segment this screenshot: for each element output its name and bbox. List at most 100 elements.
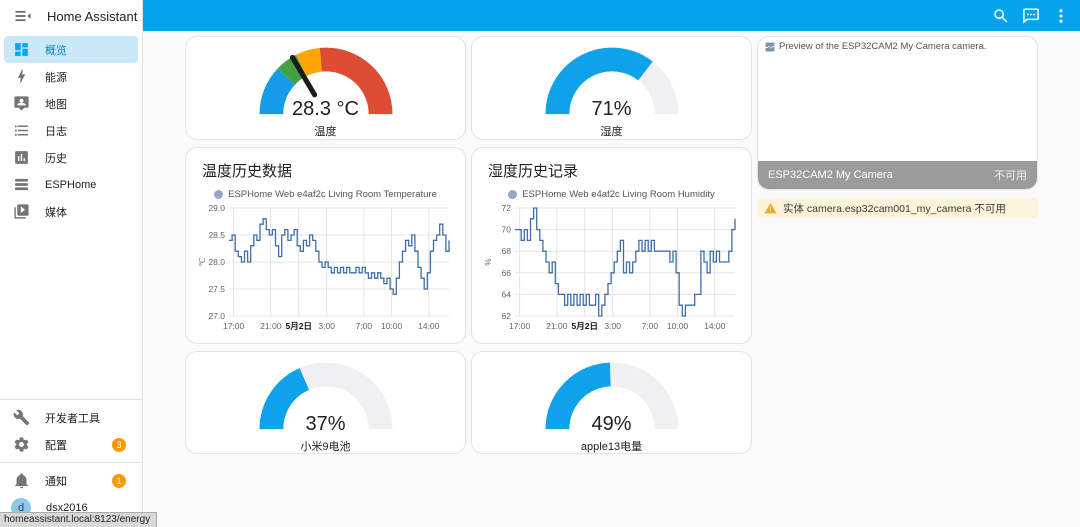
temperature-gauge [256, 44, 396, 117]
legend-marker [214, 190, 224, 199]
history-card-temperature[interactable]: 温度历史数据 ESPHome Web e4af2c Living Room Te… [185, 147, 466, 344]
svg-text:5月2日: 5月2日 [286, 321, 312, 331]
sidebar-item-developer-tools[interactable]: 开发者工具 [4, 404, 138, 431]
gauge-label: 温度 [314, 126, 337, 138]
card-title: 温度历史数据 [202, 163, 293, 180]
view-dashboard-icon [13, 41, 30, 58]
sidebar-item-esphome[interactable]: ESPHome [4, 171, 138, 198]
card-title: 湿度历史记录 [488, 163, 579, 180]
search-icon[interactable] [992, 7, 1010, 25]
lightning-bolt-icon [13, 68, 30, 85]
svg-text:27.0: 27.0 [208, 311, 225, 321]
chart-legend: ESPHome Web e4af2c Living Room Humidity [482, 189, 741, 200]
camera-footer: ESP32CAM2 My Camera 不可用 [758, 161, 1037, 189]
dashboard: 28.3 °C 温度 温度历史数据 ESPHome Web e4af2c Liv… [143, 31, 1080, 527]
humidity-history-chart: 17:00 21:00 5月2日 3:00 7:00 10:00 14:00 62 64 66 68… [482, 200, 742, 338]
sidebar-item-overview[interactable]: 概览 [4, 36, 138, 63]
svg-text:17:00: 17:00 [509, 321, 531, 331]
appbar [143, 0, 1080, 31]
gauge-card-mi9-battery[interactable]: 37% 小米9电池 [185, 351, 466, 454]
svg-text:10:00: 10:00 [667, 321, 689, 331]
chart-legend: ESPHome Web e4af2c Living Room Temperatu… [196, 189, 455, 200]
chat-icon[interactable] [1022, 7, 1040, 25]
camera-name: ESP32CAM2 My Camera [768, 169, 893, 181]
divider [0, 399, 142, 400]
hammer-icon [13, 409, 30, 426]
dashboard-column-2: 71% 湿度 湿度历史记录 ESPHome Web e4af2c Living … [471, 36, 752, 527]
svg-text:%: % [484, 258, 493, 265]
sidebar-item-config[interactable]: 配置 3 [4, 431, 138, 458]
svg-text:14:00: 14:00 [418, 321, 440, 331]
gauge-value: 49% [591, 413, 632, 435]
broken-image-icon [764, 41, 776, 53]
menu-toggle-icon[interactable] [13, 6, 33, 26]
sidebar-item-notifications[interactable]: 通知 1 [4, 467, 138, 494]
svg-text:14:00: 14:00 [704, 321, 726, 331]
camera-card[interactable]: Preview of the ESP32CAM2 My Camera camer… [757, 36, 1038, 190]
config-badge: 3 [112, 437, 126, 452]
svg-text:5月2日: 5月2日 [572, 321, 598, 331]
more-vert-icon[interactable] [1052, 7, 1070, 25]
sidebar-item-media[interactable]: 媒体 [4, 198, 138, 225]
svg-text:17:00: 17:00 [223, 321, 245, 331]
svg-text:℃: ℃ [198, 257, 207, 266]
humidity-gauge [542, 44, 682, 117]
svg-text:3:00: 3:00 [604, 321, 621, 331]
divider [0, 462, 142, 463]
temperature-history-chart: 17:00 21:00 5月2日 3:00 7:00 10:00 14:00 27.0 27.5… [196, 200, 456, 338]
dashboard-column-1: 28.3 °C 温度 温度历史数据 ESPHome Web e4af2c Liv… [185, 36, 466, 527]
server-stack-icon [13, 176, 30, 193]
entity-unavailable-alert: 实体 camera.esp32cam001_my_camera 不可用 [757, 198, 1038, 218]
sidebar-item-logbook[interactable]: 日志 [4, 117, 138, 144]
gauge-value: 37% [305, 413, 346, 435]
svg-text:3:00: 3:00 [318, 321, 335, 331]
history-card-humidity[interactable]: 湿度历史记录 ESPHome Web e4af2c Living Room Hu… [471, 147, 752, 344]
username: dsx2016 [46, 501, 88, 514]
tooltip-account-icon [13, 95, 30, 112]
sidebar-header: Home Assistant [0, 0, 142, 32]
camera-alt-text: Preview of the ESP32CAM2 My Camera camer… [779, 41, 987, 52]
sidebar-item-map[interactable]: 地图 [4, 90, 138, 117]
chart-box-icon [13, 149, 30, 166]
svg-text:64: 64 [502, 289, 512, 299]
gauge-label: 湿度 [600, 126, 623, 138]
svg-text:28.0: 28.0 [208, 257, 225, 267]
gauge-card-humidity[interactable]: 71% 湿度 [471, 36, 752, 140]
sidebar-bottom: 开发者工具 配置 3 通知 1 d dsx2016 [0, 395, 142, 527]
svg-text:27.5: 27.5 [208, 284, 225, 294]
format-list-bulleted-icon [13, 122, 30, 139]
gauge-label: 小米9电池 [300, 441, 351, 453]
mi9-battery-gauge [256, 359, 396, 432]
svg-text:10:00: 10:00 [381, 321, 403, 331]
sidebar-nav: 概览 能源 地图 日志 历史 [0, 36, 142, 225]
gauge-label: apple13电量 [580, 441, 643, 453]
app-title: Home Assistant [47, 8, 138, 24]
camera-preview-placeholder: Preview of the ESP32CAM2 My Camera camer… [758, 37, 1037, 57]
sidebar: Home Assistant 概览 能源 地图 日志 [0, 0, 143, 527]
svg-text:70: 70 [502, 225, 512, 235]
gauge-value: 28.3 °C [292, 98, 359, 120]
svg-text:7:00: 7:00 [642, 321, 659, 331]
sidebar-item-history[interactable]: 历史 [4, 144, 138, 171]
svg-text:21:00: 21:00 [546, 321, 568, 331]
gauge-value: 71% [591, 98, 632, 120]
sidebar-item-energy[interactable]: 能源 [4, 63, 138, 90]
apple13-battery-gauge [542, 359, 682, 432]
svg-text:62: 62 [502, 311, 512, 321]
legend-marker [508, 190, 518, 199]
dashboard-column-3: Preview of the ESP32CAM2 My Camera camer… [757, 36, 1038, 527]
warning-icon [764, 202, 777, 215]
play-box-multiple-icon [13, 203, 30, 220]
svg-text:28.5: 28.5 [208, 230, 225, 240]
svg-text:68: 68 [502, 246, 512, 256]
svg-text:21:00: 21:00 [260, 321, 282, 331]
gauge-card-temperature[interactable]: 28.3 °C 温度 [185, 36, 466, 140]
svg-text:72: 72 [502, 203, 512, 213]
notifications-badge: 1 [112, 473, 126, 488]
camera-status: 不可用 [994, 170, 1027, 182]
gauge-card-apple13-battery[interactable]: 49% apple13电量 [471, 351, 752, 454]
svg-text:66: 66 [502, 268, 512, 278]
alert-text: 实体 camera.esp32cam001_my_camera 不可用 [783, 202, 1006, 215]
bell-icon [13, 472, 30, 489]
svg-text:29.0: 29.0 [208, 203, 225, 213]
